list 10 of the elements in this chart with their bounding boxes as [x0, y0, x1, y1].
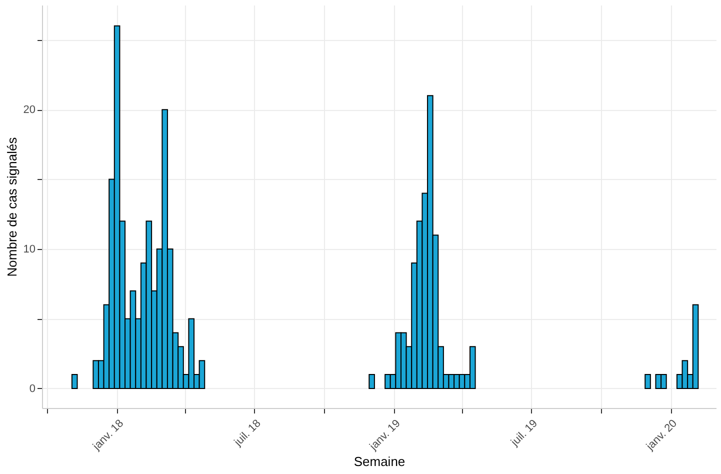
- bar: [71, 374, 78, 389]
- y-tick-label: 0: [29, 382, 36, 395]
- y-tick-label: 20: [23, 104, 36, 116]
- x-axis-title: Semaine: [354, 454, 406, 469]
- bar: [644, 374, 651, 389]
- y-tick-label: 10: [23, 244, 36, 256]
- x-tick-label: juil. 19: [508, 418, 540, 450]
- x-tick-label: juil. 18: [232, 418, 264, 450]
- y-axis-title: Nombre de cas signalés: [4, 136, 20, 277]
- bar: [368, 374, 375, 389]
